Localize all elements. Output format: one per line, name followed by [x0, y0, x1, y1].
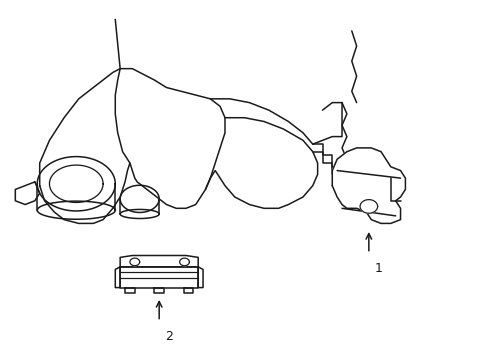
- Polygon shape: [120, 267, 198, 288]
- Polygon shape: [125, 288, 135, 293]
- Polygon shape: [359, 200, 377, 213]
- Polygon shape: [120, 256, 198, 267]
- Polygon shape: [179, 258, 189, 266]
- Polygon shape: [198, 267, 203, 288]
- Text: 1: 1: [374, 262, 382, 275]
- Polygon shape: [115, 267, 120, 288]
- Polygon shape: [40, 69, 224, 224]
- Text: 2: 2: [164, 330, 173, 343]
- Polygon shape: [154, 288, 163, 293]
- Polygon shape: [183, 288, 193, 293]
- Polygon shape: [331, 148, 405, 224]
- Polygon shape: [15, 182, 40, 204]
- Polygon shape: [130, 258, 140, 266]
